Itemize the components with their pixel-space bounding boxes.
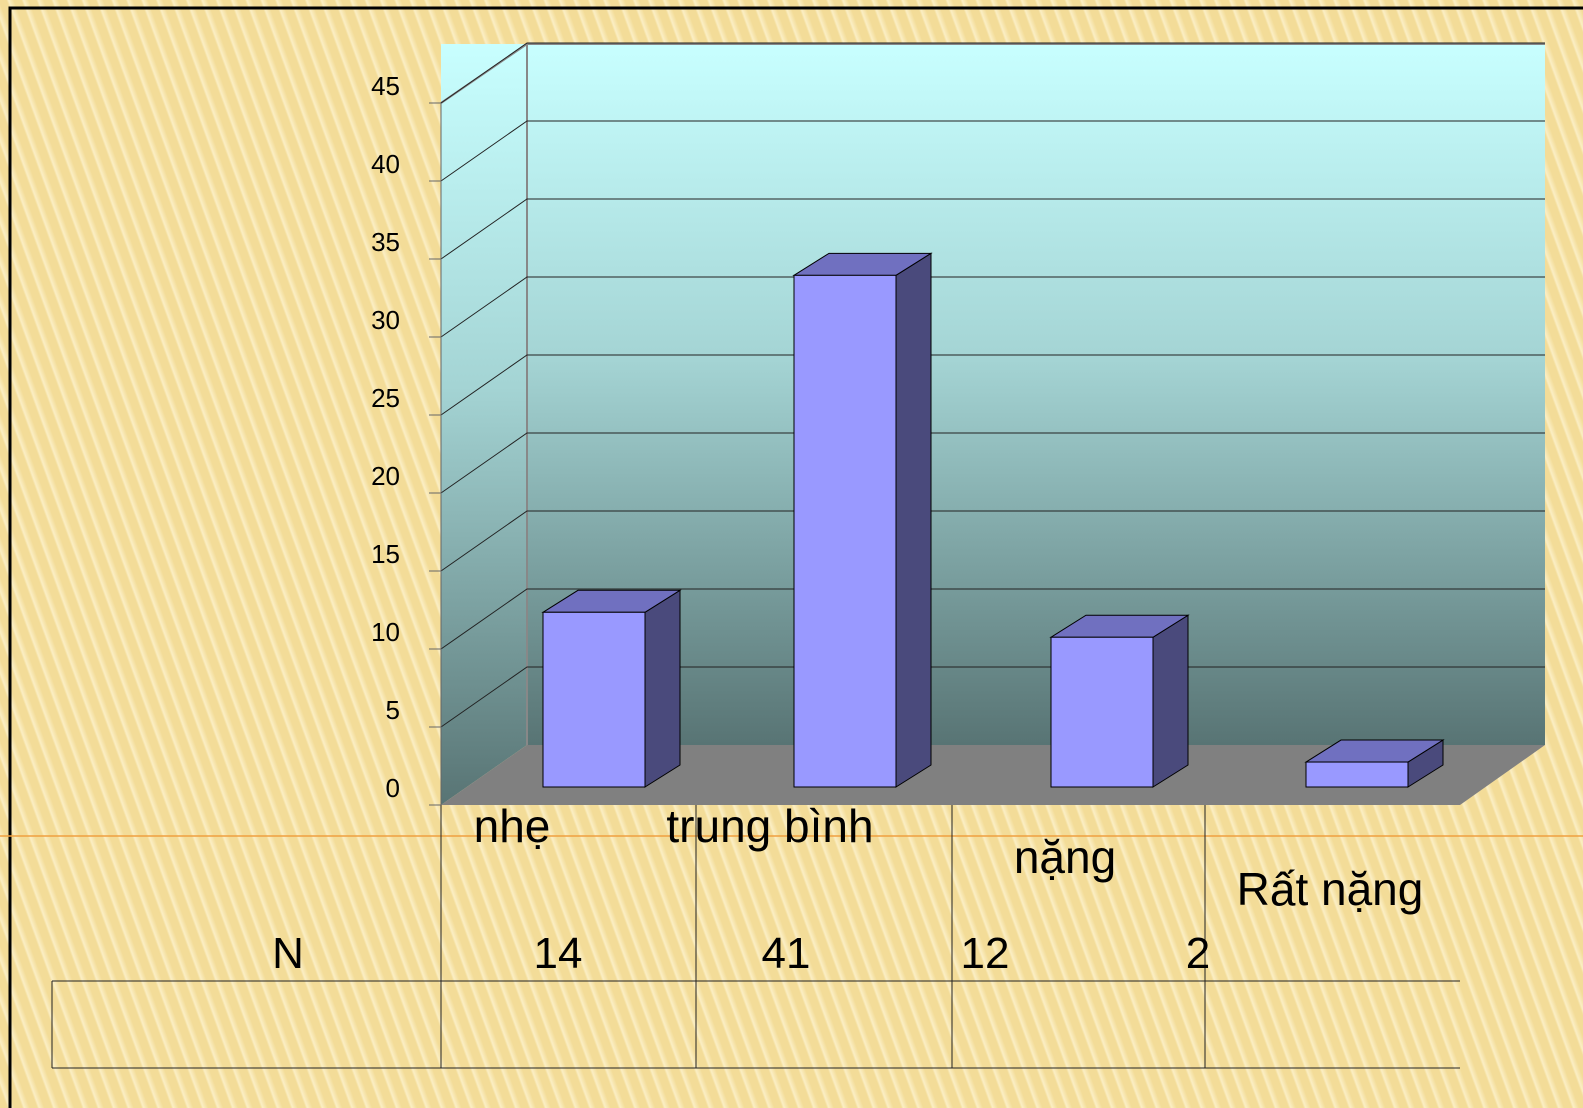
y-tick-label: 10: [371, 617, 400, 647]
grid-line: [440, 432, 1545, 494]
y-tick-label: 15: [371, 539, 400, 569]
floor: [441, 745, 1545, 805]
grid-line: [440, 666, 1545, 728]
series-name: N: [272, 929, 304, 978]
category-label: nặng: [1014, 831, 1116, 883]
table-value: 2: [1186, 929, 1210, 978]
grid-line: [440, 198, 1545, 260]
grid-line: [440, 42, 1545, 104]
table-value: 12: [961, 929, 1010, 978]
bar: [1050, 636, 1154, 788]
category-label: nhẹ: [474, 800, 551, 852]
data-table: [51, 805, 1460, 1069]
category-label: trung bình: [666, 800, 873, 852]
y-tick-label: 25: [371, 383, 400, 413]
bar: [793, 274, 897, 788]
grid-line: [440, 120, 1545, 182]
side-wall: [441, 44, 527, 805]
y-tick-label: 30: [371, 305, 400, 335]
y-tick-label: 5: [386, 695, 400, 725]
y-tick-label: 40: [371, 149, 400, 179]
grid-line: [440, 588, 1545, 650]
y-tick-label: 20: [371, 461, 400, 491]
grid-line: [440, 510, 1545, 572]
y-tick-label: 45: [371, 71, 400, 101]
bar-side: [895, 252, 932, 788]
table-value: 41: [762, 929, 811, 978]
table-value: 14: [534, 929, 583, 978]
bar-side: [644, 589, 681, 788]
grid-line: [440, 354, 1545, 416]
y-tick-label: 35: [371, 227, 400, 257]
back-wall: [527, 44, 1545, 745]
category-label: Rất nặng: [1237, 863, 1424, 915]
bar: [542, 611, 646, 788]
bar: [1305, 761, 1409, 788]
bar-side: [1152, 614, 1189, 788]
y-tick-label: 0: [386, 773, 400, 803]
grid-line: [440, 276, 1545, 338]
slide-border: [8, 6, 1583, 1108]
